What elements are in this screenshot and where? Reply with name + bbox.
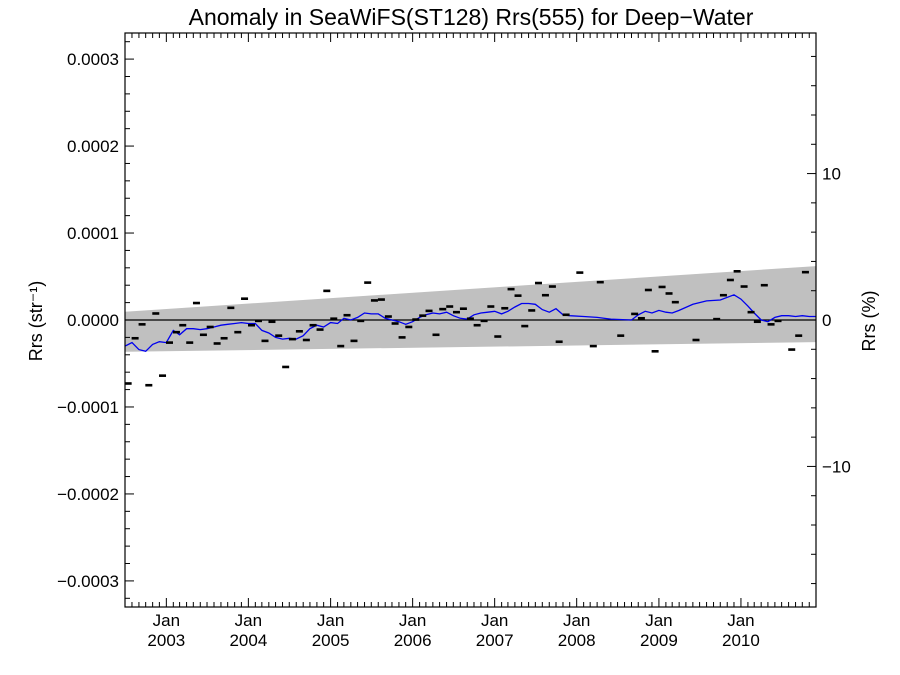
smoothed-anomaly-line <box>124 294 816 353</box>
x-tick-label-year: 2009 <box>640 631 678 650</box>
y-left-tick-label: −0.0002 <box>57 485 119 504</box>
ticks-layer <box>124 33 817 607</box>
x-tick-label-month: Jan <box>563 611 590 630</box>
y-left-tick-label: −0.0001 <box>57 398 119 417</box>
y-left-tick-label: −0.0003 <box>57 572 119 591</box>
x-axis-labels: Jan2003Jan2004Jan2005Jan2006Jan2007Jan20… <box>147 611 759 650</box>
x-tick-label-year: 2007 <box>476 631 514 650</box>
x-tick-label-year: 2004 <box>229 631 267 650</box>
x-tick-label-month: Jan <box>153 611 180 630</box>
x-tick-label-month: Jan <box>727 611 754 630</box>
x-tick-label-year: 2005 <box>312 631 350 650</box>
chart-title: Anomaly in SeaWiFS(ST128) Rrs(555) for D… <box>189 4 754 30</box>
monthly-points-layer <box>124 269 809 387</box>
smoothed-line-layer <box>124 294 816 353</box>
y-left-tick-label: 0.0003 <box>67 50 119 69</box>
y-axis-left-labels: 0.0003 0.0002 0.0001 0.0000 −0.0001 −0.0002 −0… <box>57 50 119 591</box>
y-right-tick-label: −10 <box>822 457 851 476</box>
x-tick-label-year: 2003 <box>147 631 185 650</box>
y-left-tick-label: 0.0002 <box>67 137 119 156</box>
x-tick-label-month: Jan <box>481 611 508 630</box>
x-tick-label-year: 2008 <box>558 631 596 650</box>
x-tick-label-year: 2006 <box>394 631 432 650</box>
y-axis-right-title: Rrs (%) <box>859 291 879 352</box>
y-left-tick-label: 0.0001 <box>67 224 119 243</box>
x-tick-label-month: Jan <box>399 611 426 630</box>
x-tick-label-month: Jan <box>645 611 672 630</box>
x-tick-label-month: Jan <box>235 611 262 630</box>
x-tick-label-year: 2010 <box>722 631 760 650</box>
y-axis-left-title: Rrs (str⁻¹) <box>26 281 46 361</box>
y-left-tick-label: 0.0000 <box>67 311 119 330</box>
y-axis-right-labels: 10 0 −10 <box>822 165 851 477</box>
y-right-tick-label: 10 <box>822 165 841 184</box>
x-tick-label-month: Jan <box>317 611 344 630</box>
y-right-tick-label: 0 <box>822 311 831 330</box>
